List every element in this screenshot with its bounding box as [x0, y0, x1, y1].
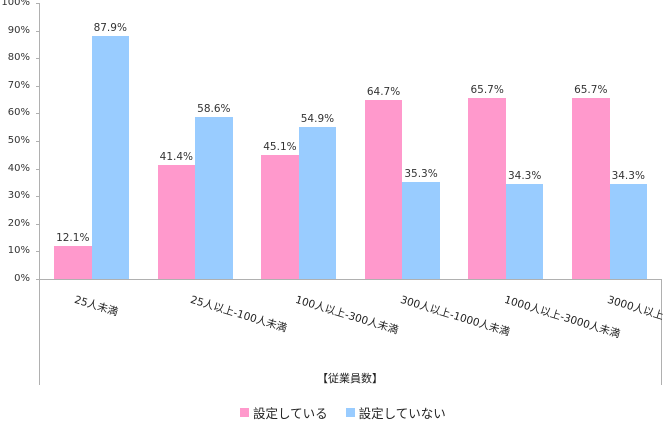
y-tick-label: 30% — [7, 190, 30, 202]
data-label: 54.9% — [300, 113, 335, 126]
y-tick-mark — [36, 58, 40, 60]
x-tick-label: 25人未満 — [72, 293, 120, 319]
data-label: 12.1% — [56, 231, 90, 244]
y-tick-mark — [36, 251, 40, 253]
y-tick-mark — [36, 168, 40, 170]
y-axis-line — [39, 3, 40, 385]
x-axis-title: 【従業員数】 — [317, 372, 383, 385]
x-tick-label: 25人以上-100人未満 — [188, 293, 289, 335]
y-tick-label: 80% — [7, 52, 30, 64]
legend-item-not-set: 設定していない — [345, 403, 446, 422]
bar-blue — [505, 184, 544, 279]
y-tick-mark — [36, 30, 40, 32]
x-tick-label: 300人以上-1000人未満 — [398, 293, 512, 339]
y-tick-label: 90% — [7, 24, 30, 36]
x-tick-label: 1000人以上-3000人未満 — [502, 293, 622, 341]
y-tick-label: 20% — [7, 217, 30, 229]
x-tick-label: 100人以上-300人未満 — [293, 293, 400, 337]
y-tick-mark — [36, 85, 40, 87]
bar-pink — [157, 164, 196, 279]
data-label: 35.3% — [404, 167, 438, 180]
bar-blue — [91, 36, 129, 279]
bar-pink — [364, 100, 403, 279]
data-label: 65.7% — [574, 83, 608, 96]
data-label: 87.9% — [93, 22, 127, 35]
data-label: 45.1% — [263, 140, 297, 153]
legend: 設定している 設定していない — [240, 403, 464, 422]
y-tick-label: 60% — [7, 107, 30, 119]
bar-pink — [261, 154, 299, 279]
y-tick-label: 100% — [1, 0, 30, 8]
y-tick-label: 0% — [14, 273, 30, 284]
data-label: 41.4% — [159, 150, 194, 163]
legend-item-set: 設定している — [240, 403, 328, 422]
y-tick-label: 50% — [7, 135, 30, 146]
bar-pink — [572, 97, 610, 279]
x-axis-line — [39, 279, 662, 280]
y-tick-mark — [36, 141, 40, 142]
legend-swatch-blue — [345, 408, 355, 417]
legend-label: 設定していない — [358, 406, 446, 421]
data-label: 64.7% — [366, 86, 401, 99]
bar-blue — [195, 117, 233, 279]
y-tick-mark — [36, 223, 40, 225]
y-tick-label: 10% — [7, 245, 30, 257]
y-tick-label: 70% — [7, 79, 30, 91]
legend-swatch-pink — [240, 408, 249, 417]
data-label: 58.6% — [197, 103, 231, 116]
data-label: 65.7% — [470, 83, 504, 96]
y-tick-label: 40% — [7, 162, 30, 174]
x-tick-label: 3000人以上 — [605, 293, 666, 323]
y-tick-mark — [36, 196, 40, 198]
y-tick-mark — [36, 279, 40, 280]
bar-pink — [468, 97, 506, 279]
bar-blue — [298, 127, 337, 279]
plot-border — [661, 279, 662, 385]
data-label: 34.3% — [611, 170, 645, 183]
data-label: 34.3% — [507, 170, 542, 183]
y-tick-mark — [36, 3, 40, 4]
bar-blue — [609, 184, 647, 279]
y-tick-mark — [36, 113, 40, 115]
bar-pink — [54, 245, 92, 279]
bar-blue — [402, 181, 440, 279]
legend-label: 設定している — [253, 406, 328, 421]
